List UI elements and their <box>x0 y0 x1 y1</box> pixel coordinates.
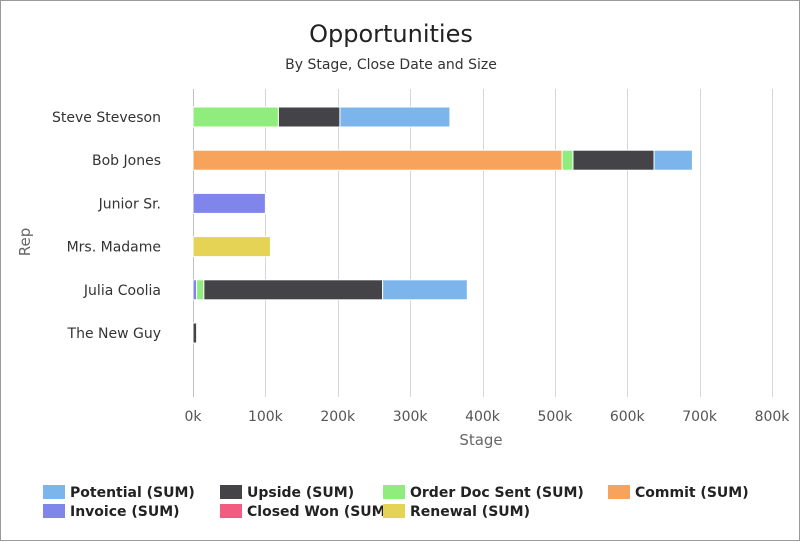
bar-segment <box>339 106 451 128</box>
bar-segment <box>192 106 279 128</box>
bar-segment <box>203 279 384 301</box>
legend-swatch <box>383 485 405 499</box>
x-axis-title: Stage <box>459 431 502 449</box>
x-tick-label: 200k <box>320 409 356 425</box>
legend-label: Renewal (SUM) <box>410 504 530 520</box>
bar-segment <box>572 149 655 171</box>
legend-swatch <box>43 504 65 518</box>
legend-label: Order Doc Sent (SUM) <box>410 485 584 501</box>
legend-swatch <box>220 504 242 518</box>
bar-segment <box>382 279 468 301</box>
category-label: Steve Steveson <box>52 110 161 126</box>
x-tick-label: 300k <box>393 409 429 425</box>
chart-title: Opportunities <box>309 20 473 48</box>
x-tick-label: 700k <box>682 409 718 425</box>
bars <box>192 106 693 344</box>
legend-swatch <box>43 485 65 499</box>
bar-segment <box>653 149 693 171</box>
category-label: Bob Jones <box>92 153 161 169</box>
x-tick-label: 0k <box>184 409 202 425</box>
category-label: Junior Sr. <box>98 196 161 212</box>
category-label: Mrs. Madame <box>67 240 161 256</box>
x-tick-label: 600k <box>610 409 646 425</box>
chart-subtitle: By Stage, Close Date and Size <box>285 57 497 73</box>
legend-label: Upside (SUM) <box>247 485 354 501</box>
bar-segment <box>196 279 205 301</box>
legend: Potential (SUM) Upside (SUM) Order Doc Sen… <box>43 485 749 520</box>
bar-segment <box>192 322 198 344</box>
category-label: The New Guy <box>67 326 161 342</box>
x-tick-label: 500k <box>537 409 573 425</box>
x-tick-label: 400k <box>465 409 501 425</box>
grid-lines <box>193 89 773 397</box>
legend-swatch <box>608 485 630 499</box>
bar-segment <box>561 149 574 171</box>
x-tick-label: 100k <box>248 409 284 425</box>
category-labels: Steve Steveson Bob Jones Junior Sr. Mrs. Ma… <box>52 110 161 342</box>
bar-segment <box>192 192 266 214</box>
legend-label: Invoice (SUM) <box>70 504 180 520</box>
legend-swatch <box>383 504 405 518</box>
legend-swatch <box>220 485 242 499</box>
x-tick-labels: 0k 100k 200k 300k 400k 500k 600k 700k 800k <box>184 409 790 425</box>
legend-label: Potential (SUM) <box>70 485 195 501</box>
bar-segment <box>277 106 341 128</box>
bar-segment <box>192 149 563 171</box>
x-tick-label: 800k <box>755 409 791 425</box>
legend-label: Commit (SUM) <box>635 485 749 501</box>
y-axis-title: Rep <box>16 228 34 257</box>
category-label: Julia Coolia <box>83 283 161 299</box>
bar-segment <box>192 236 271 258</box>
legend-label: Closed Won (SUM) <box>247 504 392 520</box>
bar-segment <box>192 279 198 301</box>
